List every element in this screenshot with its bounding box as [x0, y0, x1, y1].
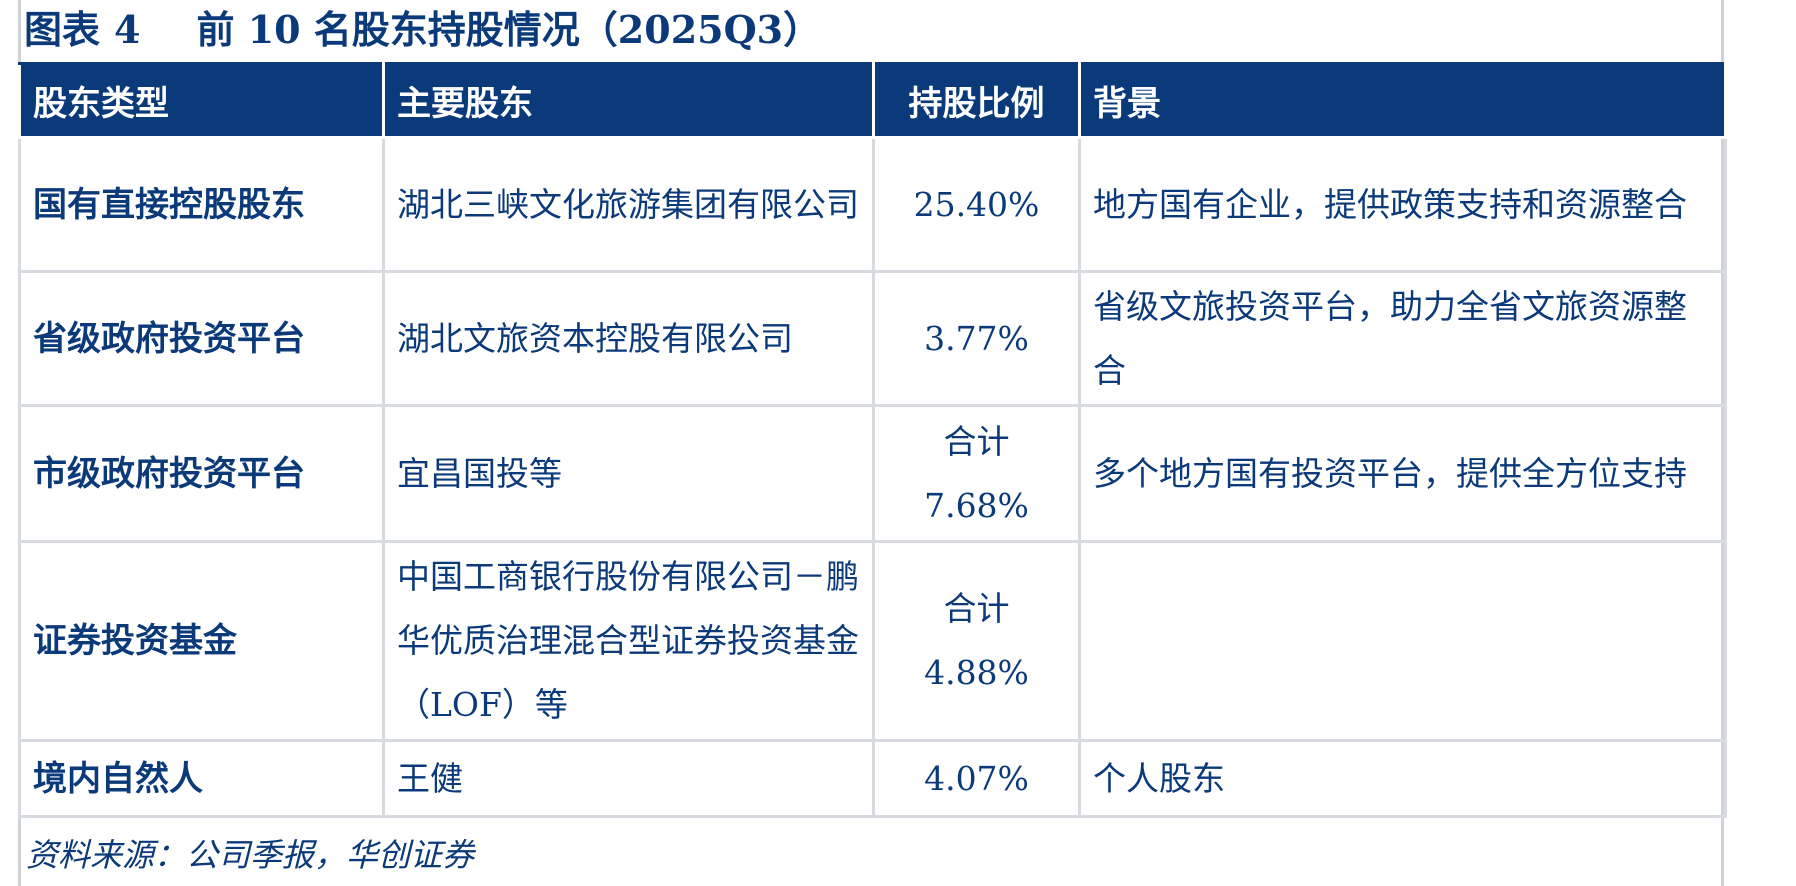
cell-holding-ratio: 3.77%	[872, 270, 1081, 407]
shareholders-table: 股东类型 主要股东 持股比例 背景 国有直接控股股东 湖北三峡文化旅游集团有限公…	[18, 62, 1727, 818]
header-shareholder-type: 股东类型	[18, 62, 385, 139]
figure-title-text: 前 10 名股东持股情况（2025Q3）	[196, 7, 822, 52]
table-row: 省级政府投资平台 湖北文旅资本控股有限公司 3.77% 省级文旅投资平台，助力全…	[18, 270, 1727, 407]
cell-background: 个人股东	[1078, 739, 1727, 818]
cell-holding-ratio: 合计 4.88%	[872, 540, 1081, 742]
cell-background: 多个地方国有投资平台，提供全方位支持	[1078, 404, 1727, 543]
table-row: 境内自然人 王健 4.07% 个人股东	[18, 739, 1727, 818]
cell-shareholder-type: 境内自然人	[18, 739, 385, 818]
cell-main-shareholder: 宜昌国投等	[382, 404, 875, 543]
table-row: 证券投资基金 中国工商银行股份有限公司－鹏华优质治理混合型证券投资基金（LOF）…	[18, 540, 1727, 742]
header-holding-ratio: 持股比例	[872, 62, 1081, 139]
cell-background	[1078, 540, 1727, 742]
cell-holding-ratio: 25.40%	[872, 136, 1081, 273]
cell-main-shareholder: 王健	[382, 739, 875, 818]
cell-background: 地方国有企业，提供政策支持和资源整合	[1078, 136, 1727, 273]
header-main-shareholder: 主要股东	[382, 62, 875, 139]
table-row: 市级政府投资平台 宜昌国投等 合计 7.68% 多个地方国有投资平台，提供全方位…	[18, 404, 1727, 543]
table-header-row: 股东类型 主要股东 持股比例 背景	[18, 62, 1727, 139]
cell-holding-ratio: 4.07%	[872, 739, 1081, 818]
figure-number: 4	[114, 7, 141, 52]
cell-shareholder-type: 证券投资基金	[18, 540, 385, 742]
cell-shareholder-type: 省级政府投资平台	[18, 270, 385, 407]
cell-shareholder-type: 市级政府投资平台	[18, 404, 385, 543]
cell-main-shareholder: 湖北文旅资本控股有限公司	[382, 270, 875, 407]
figure-label: 图表	[24, 7, 101, 52]
cell-holding-ratio: 合计 7.68%	[872, 404, 1081, 543]
source-note: 资料来源：公司季报，华创证券	[26, 836, 475, 874]
figure-title: 图表 4 前 10 名股东持股情况（2025Q3）	[24, 4, 821, 56]
cell-main-shareholder: 中国工商银行股份有限公司－鹏华优质治理混合型证券投资基金（LOF）等	[382, 540, 875, 742]
cell-background: 省级文旅投资平台，助力全省文旅资源整合	[1078, 270, 1727, 407]
header-background: 背景	[1078, 62, 1727, 139]
cell-main-shareholder: 湖北三峡文化旅游集团有限公司	[382, 136, 875, 273]
table-row: 国有直接控股股东 湖北三峡文化旅游集团有限公司 25.40% 地方国有企业，提供…	[18, 136, 1727, 273]
cell-shareholder-type: 国有直接控股股东	[18, 136, 385, 273]
